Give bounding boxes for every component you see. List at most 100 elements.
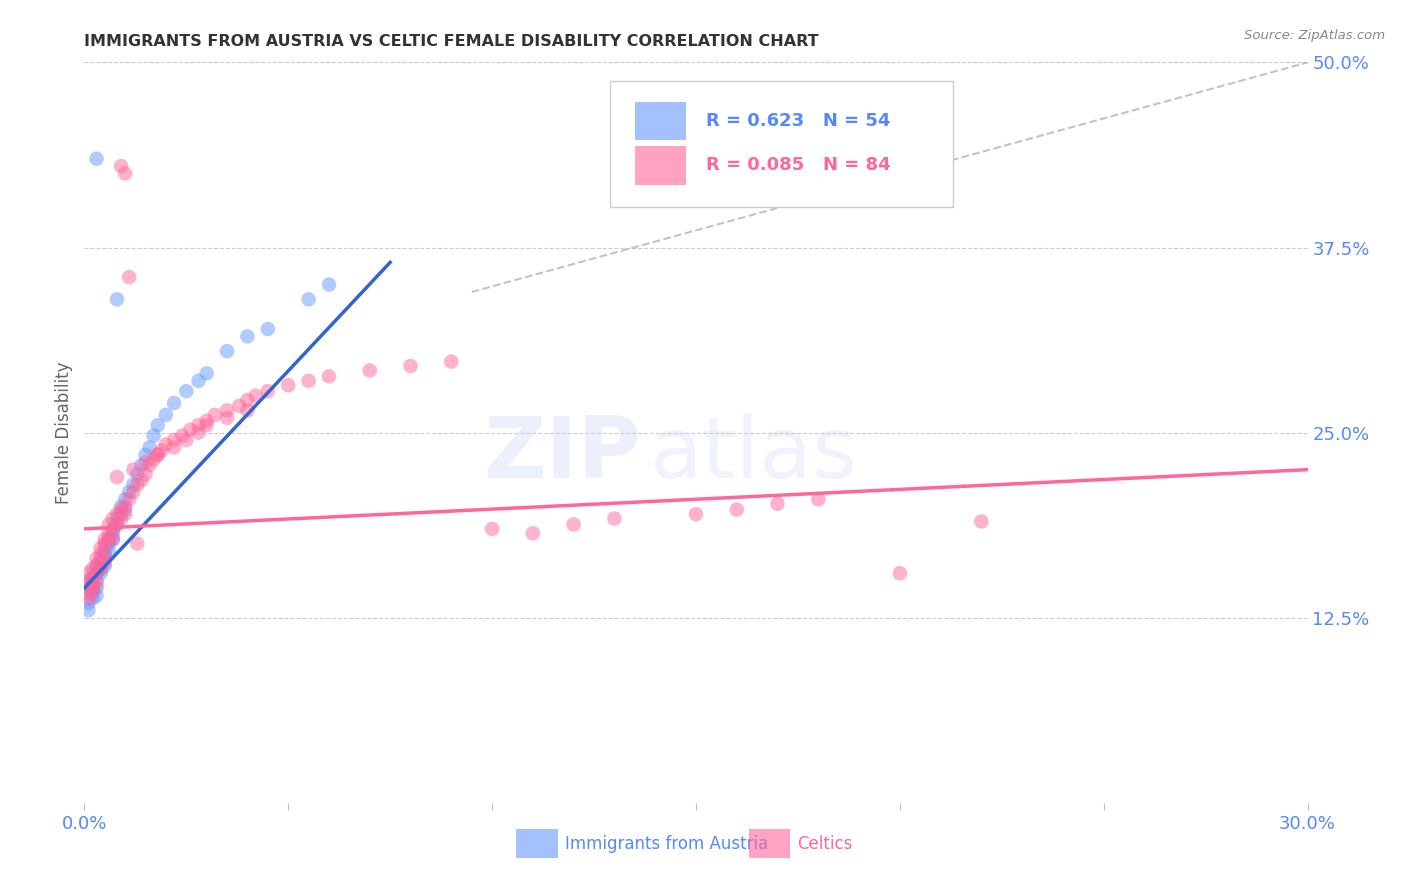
Point xyxy=(217,410,239,425)
Point xyxy=(318,369,340,384)
Point xyxy=(101,522,124,536)
Point xyxy=(82,581,104,595)
Point xyxy=(90,562,112,576)
FancyBboxPatch shape xyxy=(748,830,790,857)
Point xyxy=(359,363,381,377)
Point xyxy=(82,581,104,595)
Text: R = 0.623   N = 54: R = 0.623 N = 54 xyxy=(706,112,890,130)
Point xyxy=(155,408,177,422)
Point xyxy=(97,544,120,558)
Point xyxy=(105,470,128,484)
FancyBboxPatch shape xyxy=(610,81,953,207)
Y-axis label: Female Disability: Female Disability xyxy=(55,361,73,504)
FancyBboxPatch shape xyxy=(516,830,558,857)
Point xyxy=(122,477,145,491)
Text: Source: ZipAtlas.com: Source: ZipAtlas.com xyxy=(1244,29,1385,42)
Point xyxy=(105,293,128,307)
Point xyxy=(187,418,209,433)
Point xyxy=(399,359,422,373)
Point xyxy=(217,403,239,417)
Point xyxy=(135,448,157,462)
Point xyxy=(105,517,128,532)
Point xyxy=(86,566,108,581)
Point xyxy=(110,159,132,173)
Point xyxy=(204,408,226,422)
Point xyxy=(93,536,115,550)
Point xyxy=(807,492,830,507)
FancyBboxPatch shape xyxy=(636,146,686,185)
Point xyxy=(131,458,153,473)
Point xyxy=(562,517,585,532)
Point xyxy=(110,500,132,514)
Point xyxy=(82,591,104,606)
Point xyxy=(90,562,112,576)
Point xyxy=(93,556,115,570)
Point xyxy=(172,428,194,442)
Point xyxy=(82,571,104,585)
Point xyxy=(187,425,209,440)
Point xyxy=(97,526,120,541)
Text: IMMIGRANTS FROM AUSTRIA VS CELTIC FEMALE DISABILITY CORRELATION CHART: IMMIGRANTS FROM AUSTRIA VS CELTIC FEMALE… xyxy=(84,34,818,49)
Point xyxy=(257,322,280,336)
Point xyxy=(90,556,112,570)
Point xyxy=(114,502,136,516)
Point xyxy=(131,473,153,487)
Point xyxy=(114,166,136,180)
Point xyxy=(766,497,789,511)
Point xyxy=(195,367,218,381)
Point xyxy=(163,441,186,455)
Point xyxy=(889,566,911,581)
Point xyxy=(138,458,160,473)
Point xyxy=(97,533,120,547)
Point xyxy=(77,581,100,595)
Point xyxy=(101,526,124,541)
Point xyxy=(86,589,108,603)
Point xyxy=(142,428,165,442)
Point xyxy=(82,585,104,599)
Point xyxy=(77,591,100,606)
Point xyxy=(318,277,340,292)
Text: R = 0.085   N = 84: R = 0.085 N = 84 xyxy=(706,156,890,174)
Point xyxy=(101,522,124,536)
Point xyxy=(105,507,128,521)
Point xyxy=(93,547,115,561)
Point xyxy=(118,484,141,499)
Point xyxy=(86,558,108,573)
Point xyxy=(86,152,108,166)
Point xyxy=(82,576,104,591)
Point xyxy=(257,384,280,399)
Point xyxy=(90,551,112,566)
Point xyxy=(236,329,259,343)
Point xyxy=(110,507,132,521)
Point xyxy=(127,477,149,491)
Point xyxy=(122,462,145,476)
Point xyxy=(725,502,748,516)
Point xyxy=(90,541,112,555)
Point xyxy=(77,603,100,617)
Point xyxy=(97,517,120,532)
Point xyxy=(82,576,104,591)
Point xyxy=(236,392,259,407)
Point xyxy=(82,571,104,585)
Point xyxy=(228,399,250,413)
Point xyxy=(93,541,115,555)
Point xyxy=(90,556,112,570)
Point xyxy=(101,511,124,525)
Point xyxy=(146,448,169,462)
Point xyxy=(138,441,160,455)
Point xyxy=(86,581,108,595)
Point xyxy=(195,418,218,433)
Point xyxy=(114,492,136,507)
Point xyxy=(481,522,503,536)
Point xyxy=(86,576,108,591)
Point xyxy=(105,517,128,532)
FancyBboxPatch shape xyxy=(636,102,686,140)
Point xyxy=(236,403,259,417)
Point xyxy=(93,558,115,573)
Point xyxy=(155,437,177,451)
Point xyxy=(970,515,993,529)
Point xyxy=(135,455,157,469)
Point xyxy=(277,378,299,392)
Text: ZIP: ZIP xyxy=(484,413,641,496)
Point xyxy=(217,344,239,359)
